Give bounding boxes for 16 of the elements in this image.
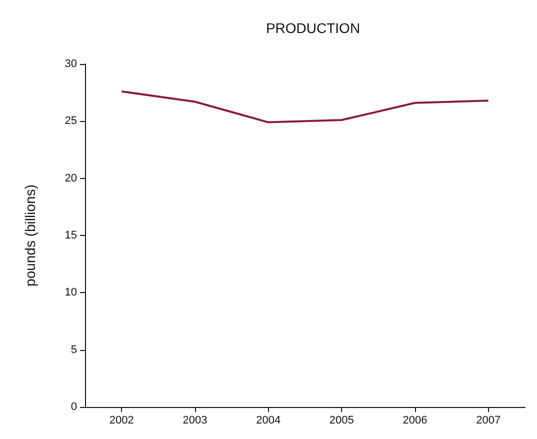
y-tick-label: 0 <box>70 401 77 413</box>
chart-title: PRODUCTION <box>266 20 360 36</box>
x-tick-label: 2007 <box>476 414 501 426</box>
y-tick-label: 25 <box>64 115 77 128</box>
x-tick-label: 2002 <box>109 414 134 426</box>
y-axis-title: pounds (billions) <box>22 184 38 286</box>
line-series <box>120 90 490 124</box>
y-tick-label: 20 <box>64 172 77 184</box>
y-tick-label: 5 <box>70 344 77 356</box>
x-tick-label: 2006 <box>402 414 428 426</box>
y-tick-label: 10 <box>64 286 77 299</box>
x-tick-label: 2004 <box>256 414 281 426</box>
x-tick-label: 2003 <box>182 414 208 426</box>
y-tick-label: 30 <box>64 58 77 70</box>
x-tick-label: 2005 <box>329 414 354 426</box>
y-tick-label: 15 <box>64 230 77 242</box>
